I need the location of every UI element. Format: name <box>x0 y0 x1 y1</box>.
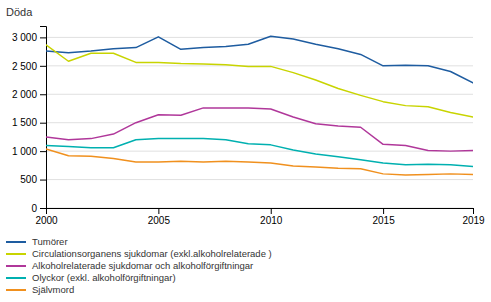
tick: 2010 <box>260 208 283 226</box>
legend-item: Alkoholrelaterade sjukdomar och alkoholf… <box>6 260 253 271</box>
grid-line <box>46 122 473 123</box>
tick-label: 2010 <box>260 215 283 226</box>
tick: 2015 <box>372 208 395 226</box>
tick-mark <box>40 37 46 38</box>
legend: TumörerCirculationsorganens sjukdomar (e… <box>6 236 272 295</box>
series-line <box>46 149 473 175</box>
legend-item: Circulationsorganens sjukdomar (exkl.alk… <box>6 248 272 259</box>
grid-line <box>46 94 473 95</box>
tick: 1 000 <box>12 146 46 157</box>
tick-mark <box>40 123 46 124</box>
tick-label: 2 500 <box>12 61 37 72</box>
tick: 2 500 <box>12 61 46 72</box>
legend-label: Olyckor (exkl. alkoholförgiftningar) <box>32 272 176 283</box>
tick: 2 000 <box>12 89 46 100</box>
tick-mark <box>158 208 159 214</box>
tick-label: 2 000 <box>12 89 37 100</box>
tick-mark <box>40 208 46 209</box>
tick-mark <box>46 208 47 214</box>
tick-mark <box>40 66 46 67</box>
tick-label: 1 000 <box>12 146 37 157</box>
legend-label: Tumörer <box>32 236 68 247</box>
tick-label: 2005 <box>148 215 171 226</box>
y-axis: 0 500 1 000 1 500 2 000 2 500 3 000 <box>12 27 47 214</box>
chart: 0 500 1 000 1 500 2 000 2 500 3 000 2000 2005 201… <box>0 0 491 302</box>
legend-item: Tumörer <box>6 236 68 247</box>
series-line <box>46 36 473 83</box>
tick-mark <box>40 180 46 181</box>
legend-label: Circulationsorganens sjukdomar (exkl.alk… <box>32 248 272 259</box>
lines <box>46 36 473 175</box>
tick-label: 0 <box>31 203 37 214</box>
legend-swatch <box>6 289 26 291</box>
tick-mark <box>40 151 46 152</box>
legend-swatch <box>6 241 26 243</box>
legend-item: Självmord <box>6 284 74 295</box>
tick: 3 000 <box>12 32 46 43</box>
tick-mark <box>271 208 272 214</box>
plot-area: 0 500 1 000 1 500 2 000 2 500 3 000 2000 2005 201… <box>12 27 485 227</box>
legend-label: Självmord <box>32 284 74 295</box>
legend-item: Olyckor (exkl. alkoholförgiftningar) <box>6 272 176 283</box>
tick: 2005 <box>148 208 171 226</box>
tick-label: 2019 <box>462 215 485 226</box>
grid-line <box>46 179 473 180</box>
tick-label: 2015 <box>372 215 395 226</box>
tick-mark <box>40 94 46 95</box>
tick: 1 500 <box>12 117 46 128</box>
legend-swatch <box>6 253 26 255</box>
tick: 2000 <box>35 208 58 226</box>
legend-label: Alkoholrelaterade sjukdomar och alkoholf… <box>32 260 253 271</box>
tick-mark <box>473 208 474 214</box>
axis-line <box>40 27 47 209</box>
y-axis-label: Döda <box>6 6 33 18</box>
legend-swatch <box>6 277 26 279</box>
tick-label: 500 <box>20 174 37 185</box>
axis-line <box>47 209 474 215</box>
tick: 500 <box>20 174 46 185</box>
tick: 0 <box>31 203 46 214</box>
tick-mark <box>383 208 384 214</box>
grid <box>46 37 473 208</box>
legend-swatch <box>6 265 26 267</box>
tick-label: 1 500 <box>12 117 37 128</box>
grid-line <box>46 37 473 38</box>
tick-label: 3 000 <box>12 32 37 43</box>
x-axis: 2000 2005 2010 2015 2019 <box>35 208 485 226</box>
series-line <box>46 45 473 117</box>
grid-line <box>46 151 473 152</box>
tick: 2019 <box>462 208 485 226</box>
tick-label: 2000 <box>35 215 58 226</box>
